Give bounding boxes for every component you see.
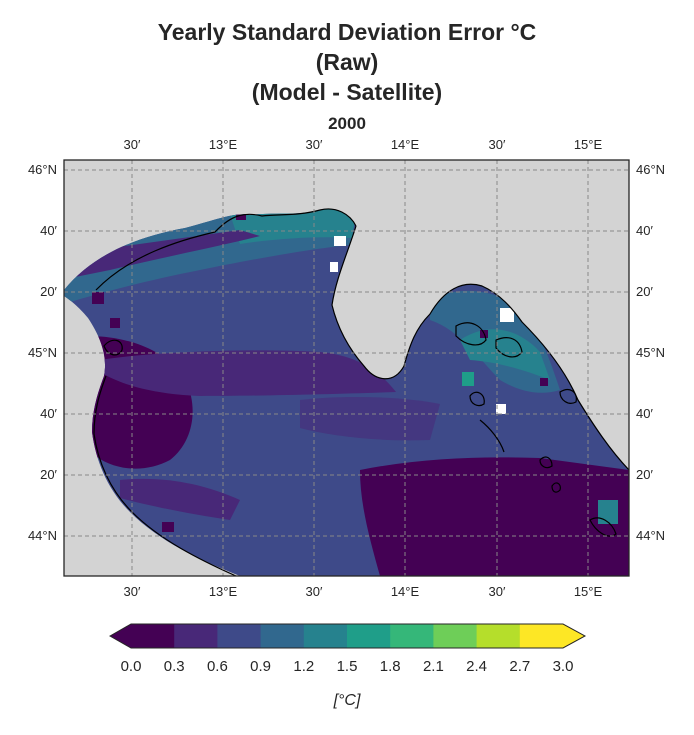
lon-tick-top: 13°E [208,137,238,152]
map-gridlines [64,160,629,576]
lon-tick-top: 15°E [573,137,603,152]
colorbar-tick-label: 0.0 [120,658,142,675]
colorbar-segment [131,624,175,648]
colorbar-tick-label: 2.1 [422,658,444,675]
colorbar-tick-label: 2.7 [509,658,531,675]
colorbar-tick-label: 1.5 [336,658,358,675]
lat-tick-right: 40′ [636,223,653,238]
colorbar-extend-over [563,624,585,648]
lon-tick-bottom: 14°E [390,584,420,599]
lat-tick-left: 20′ [40,467,57,482]
colorbar-segment [433,624,478,648]
colorbar-segment [303,624,348,648]
colorbar-segment [390,624,434,648]
colorbar-tick-label: 0.3 [163,658,185,675]
lon-tick-top: 30′ [488,137,506,152]
lat-tick-left: 46°N [27,162,57,177]
colorbar-tick-label: 3.0 [552,658,574,675]
lon-tick-top: 30′ [123,137,141,152]
subtitle-year: 2000 [328,114,366,133]
lat-tick-right: 45°N [636,345,666,360]
lat-tick-right: 44°N [636,528,666,543]
colorbar-segment [347,624,391,648]
lat-tick-left: 44°N [27,528,57,543]
lon-tick-bottom: 13°E [208,584,238,599]
title-line-3: (Model - Satellite) [251,79,443,105]
colorbar-segment [217,624,262,648]
colorbar-segment [174,624,218,648]
colorbar-tick-label: 2.4 [466,658,488,675]
colorbar-segment [476,624,521,648]
lat-tick-right: 20′ [636,467,653,482]
colorbar-tick-label: 0.9 [250,658,272,675]
lon-tick-top: 30′ [305,137,323,152]
colorbar [108,623,587,649]
lat-tick-right: 46°N [636,162,666,177]
lon-tick-bottom: 30′ [305,584,323,599]
colorbar-extend-under [110,624,131,648]
title-line-1: Yearly Standard Deviation Error °C [157,19,537,45]
lon-tick-bottom: 30′ [488,584,506,599]
colorbar-segment [260,624,305,648]
lat-tick-right: 40′ [636,406,653,421]
lat-tick-left: 40′ [40,406,57,421]
lat-tick-left: 20′ [40,284,57,299]
colorbar-unit-label: [°C] [333,692,361,709]
colorbar-tick-label: 0.6 [206,658,228,675]
colorbar-segment [519,624,564,648]
colorbar-tick-label: 1.8 [379,658,401,675]
lon-tick-top: 14°E [390,137,420,152]
lat-tick-left: 45°N [27,345,57,360]
lat-tick-right: 20′ [636,284,653,299]
lon-tick-bottom: 15°E [573,584,603,599]
colorbar-tick-label: 1.2 [293,658,315,675]
lon-tick-bottom: 30′ [123,584,141,599]
map-frame [63,159,630,577]
colorbar-outline [108,623,587,649]
title-line-2: (Raw) [315,49,379,75]
lat-tick-left: 40′ [40,223,57,238]
